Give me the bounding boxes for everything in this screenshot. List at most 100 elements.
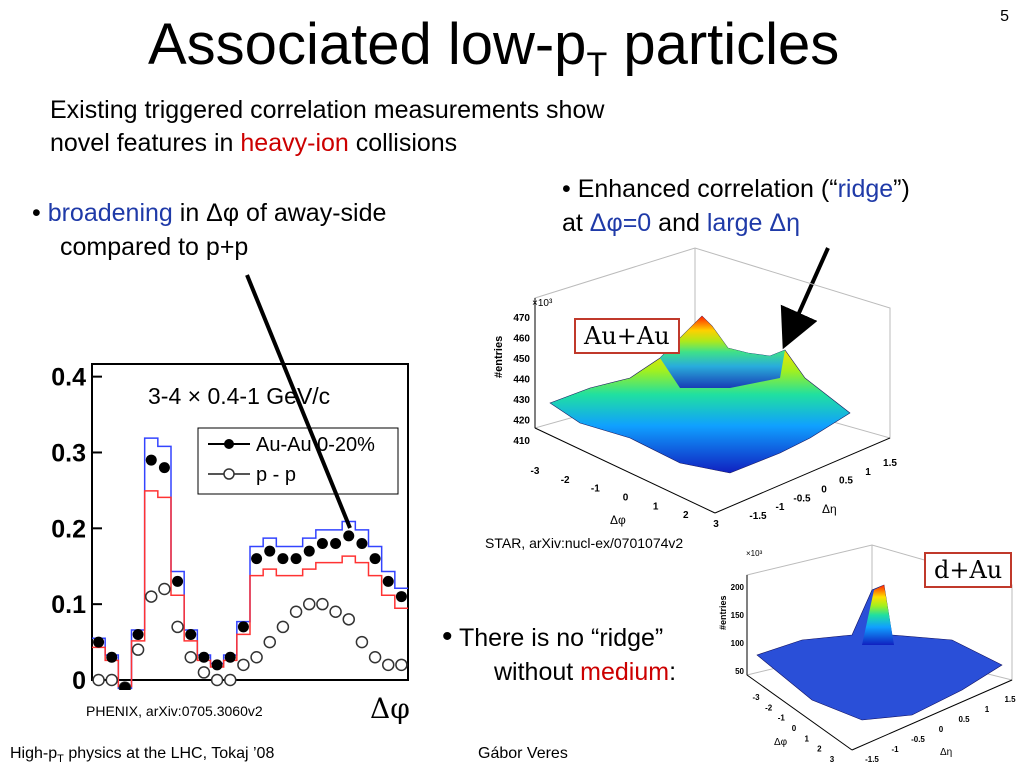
auau-y-tick-label: 450 [513,354,530,365]
auau-z-tick-label: -0.5 [793,493,811,504]
phenix-pp-point [263,635,276,649]
auau-y-ticks: 410 420 430 440 450 460 470 [513,313,530,447]
dau-z-tick-label: 0 [939,725,944,734]
dau-z-label: Δη [940,747,952,758]
phenix-auau-point [211,659,223,671]
auau-y-tick-label: 420 [513,416,530,427]
footer-left-sub: T [57,753,64,766]
phenix-y-tick-label: 0.2 [51,515,86,543]
ridge-text-b: ”) [893,175,910,203]
phenix-auau-point [237,621,249,633]
phenix-auau-point [277,553,289,565]
bullet-broadening-line-1: • broadening in Δφ of away-side [32,196,386,230]
phenix-auau-point [395,591,407,603]
bullet-broadening: • broadening in Δφ of away-side compared… [32,196,386,264]
auau-z-tick-label: -1 [776,502,785,513]
bullet-ridge-line-2: at Δφ=0 and large Δη [562,206,910,240]
bullet-no-ridge: • There is no “ridge” without medium: [442,620,676,689]
bullet-no-ridge-line-2: without medium: [442,655,676,689]
auau-z-tick-label: 0 [821,485,827,496]
auau-ridge-peak [660,316,785,388]
colon: : [669,658,677,686]
dau-y-label: #entries [718,595,728,630]
dau-label-box: d+Au [924,552,1013,588]
phenix-chart-title: 3-4 × 0.4-1 GeV/c [148,383,330,409]
phenix-y-tick-label: 0.3 [51,439,86,467]
intro-text-b: collisions [348,129,458,157]
phenix-pp-point [224,673,237,687]
auau-x-tick-label: -3 [531,466,540,477]
phenix-auau-point [106,651,118,663]
phenix-y-tick-label: 0 [72,667,86,690]
intro-text: Existing triggered correlation measureme… [50,94,604,160]
title-main: Associated low-p [148,12,587,77]
dau-peak [862,585,894,645]
phenix-auau-sys-lower [92,490,408,688]
phenix-auau-point [369,553,381,565]
phenix-auau-point [172,575,184,587]
phenix-auau-point [290,553,302,565]
phenix-y-tick-label: 0.1 [51,591,86,619]
auau-x-ticks: -3 -2 -1 0 1 2 3 [531,466,720,530]
intro-text-a: novel features in [50,129,241,157]
auau-y-tick-label: 470 [513,313,530,324]
phenix-pp-point [105,673,118,687]
bullet-mark: • [32,199,48,227]
dau-x-axis-line [746,674,853,751]
footer-center: Gábor Veres [478,745,568,762]
dau-y-tick-label: 200 [731,583,745,592]
footer-left-a: High-p [10,745,58,762]
legend-label-pp: p - p [256,464,296,486]
bullet-ridge-line-1: • Enhanced correlation (“ridge”) [562,172,910,206]
phenix-x-label: Δφ [370,692,410,725]
phenix-pp-point [250,650,263,664]
phenix-auau-point [382,575,394,587]
dau-z-tick-label: 1.5 [1004,695,1016,704]
phenix-auau-point [224,651,236,663]
without-text: without [494,658,581,686]
phenix-pp-point [382,658,395,672]
phenix-auau-point [132,628,144,640]
dau-z-axis-line [851,679,1013,751]
phenix-pp-point [289,605,303,618]
auau-y-tick-label: 410 [513,436,530,447]
dau-z-ticks: -1.5 -1 -0.5 0 0.5 1 1.5 [865,695,1016,764]
bullet-no-ridge-line-1: • There is no “ridge” [442,620,676,655]
dau-z-tick-label: -1 [891,745,899,754]
dau-x-tick-label: -2 [765,703,773,712]
phenix-auau-point [251,553,263,565]
auau-x-tick-label: 3 [713,519,719,530]
legend-label-auau: Au-Au 0-20% [256,434,375,456]
phenix-pp-point [276,620,290,634]
phenix-auau-point [119,682,131,690]
intro-heavy-ion: heavy-ion [240,129,349,157]
dau-x-tick-label: -1 [778,714,786,723]
footer-left: High-pT physics at the LHC, Tokaj ’08 [10,745,274,765]
phenix-auau-point [330,537,342,549]
star-reference: STAR, arXiv:nucl-ex/0701074v2 [485,535,684,551]
phenix-pp-point [368,650,382,664]
phenix-auau-point [316,537,328,549]
phenix-auau-point [93,636,105,648]
auau-y-tick-label: 460 [513,334,530,345]
footer-left-b: physics at the LHC, Tokaj ’08 [63,745,275,762]
dau-x-tick-label: 1 [804,734,809,743]
dau-x-tick-label: 0 [792,724,797,733]
dau-z-tick-label: 1 [985,705,990,714]
auau-z-tick-label: 0.5 [839,476,853,487]
phenix-auau-point [198,651,210,663]
ridge-text-a: • Enhanced correlation (“ [562,175,838,203]
phenix-pp-point [395,658,408,672]
intro-line-1: Existing triggered correlation measureme… [50,96,605,124]
auau-z-label: Δη [822,502,837,516]
dau-x-tick-label: 2 [817,745,822,754]
phenix-pp-point [171,620,184,634]
auau-x-label: Δφ [610,513,626,527]
legend-marker-auau [224,439,234,449]
slide-title: Associated low-pT particles [148,10,839,82]
phenix-pp-point [316,597,329,611]
star-auau-surface-plot: #entries ×10³ 410 420 430 440 450 460 470 -3 -2… [493,247,897,530]
phenix-pp-point [184,650,197,664]
phenix-pp-point [355,635,369,649]
